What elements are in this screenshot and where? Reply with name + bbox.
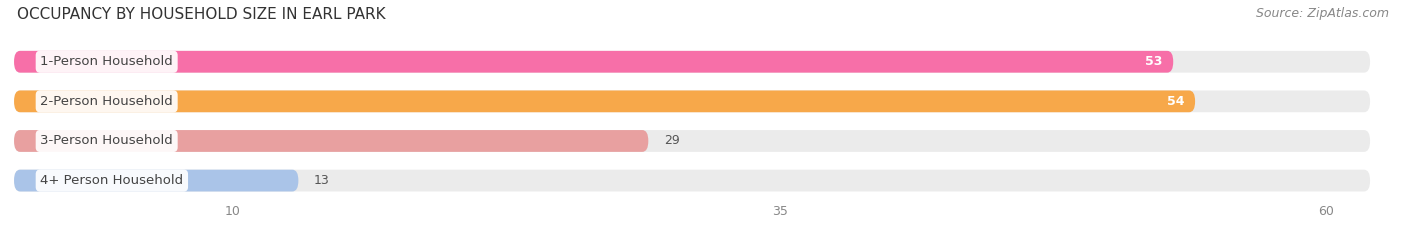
FancyBboxPatch shape [14, 170, 298, 192]
Text: Source: ZipAtlas.com: Source: ZipAtlas.com [1256, 7, 1389, 20]
Text: 3-Person Household: 3-Person Household [41, 134, 173, 147]
FancyBboxPatch shape [14, 90, 1195, 112]
Text: 4+ Person Household: 4+ Person Household [41, 174, 183, 187]
Text: 2-Person Household: 2-Person Household [41, 95, 173, 108]
FancyBboxPatch shape [14, 170, 1369, 192]
FancyBboxPatch shape [14, 51, 1173, 73]
FancyBboxPatch shape [14, 130, 648, 152]
Text: 29: 29 [664, 134, 679, 147]
Text: 1-Person Household: 1-Person Household [41, 55, 173, 68]
FancyBboxPatch shape [14, 90, 1369, 112]
Text: 54: 54 [1167, 95, 1184, 108]
Text: 53: 53 [1144, 55, 1163, 68]
FancyBboxPatch shape [14, 130, 1369, 152]
Text: OCCUPANCY BY HOUSEHOLD SIZE IN EARL PARK: OCCUPANCY BY HOUSEHOLD SIZE IN EARL PARK [17, 7, 385, 22]
Text: 13: 13 [314, 174, 329, 187]
FancyBboxPatch shape [14, 51, 1369, 73]
